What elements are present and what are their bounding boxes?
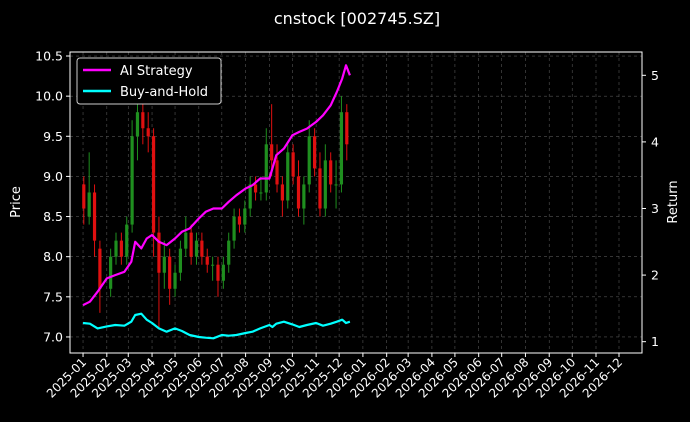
price-tick-label: 10.5 xyxy=(35,49,63,64)
candle-body xyxy=(286,152,290,201)
candle-body xyxy=(157,232,161,273)
candle-body xyxy=(334,184,338,186)
candle-body xyxy=(318,168,322,209)
candle-body xyxy=(135,112,140,137)
candle-body xyxy=(205,256,209,265)
y-axis-label-price: Price xyxy=(9,186,24,218)
candle-body xyxy=(253,184,258,193)
candle-body xyxy=(119,240,123,257)
strategy-lines xyxy=(82,64,351,340)
candle-body xyxy=(211,264,215,266)
candle-body xyxy=(296,176,301,209)
candle-body xyxy=(189,232,193,257)
candle-body xyxy=(141,112,145,129)
buy-and-hold-line xyxy=(82,312,351,340)
candle-body xyxy=(312,136,317,169)
candle-body xyxy=(248,184,252,209)
ai-strategy-line xyxy=(82,64,351,307)
legend-box xyxy=(76,57,222,105)
candle-body xyxy=(146,128,150,137)
candle-body xyxy=(237,216,242,225)
candle-body xyxy=(227,240,231,265)
candle-body xyxy=(339,112,344,185)
candle-body xyxy=(109,256,113,289)
candle-body xyxy=(270,144,274,161)
price-tick-label: 9.0 xyxy=(43,169,63,184)
price-tick-label: 7.0 xyxy=(43,329,63,344)
candle-body xyxy=(291,152,295,177)
candle-body xyxy=(168,256,172,289)
candle-body xyxy=(216,264,220,281)
return-tick-label: 3 xyxy=(651,201,659,216)
return-tick-label: 2 xyxy=(651,268,659,283)
price-tick-label: 9.5 xyxy=(43,129,63,144)
price-tick-label: 7.5 xyxy=(43,289,63,304)
candle-body xyxy=(275,160,279,185)
candle-body xyxy=(130,136,134,225)
return-tick-label: 4 xyxy=(651,134,659,149)
candle-body xyxy=(323,160,327,209)
candle-body xyxy=(151,136,156,233)
candle-body xyxy=(329,160,333,185)
legend-label-ai-strategy: AI Strategy xyxy=(120,64,193,79)
candle-body xyxy=(264,144,268,193)
legend-label-buy-and-hold: Buy-and-Hold xyxy=(120,85,208,100)
candle-body xyxy=(345,112,349,145)
candle-body xyxy=(178,248,183,273)
legend: AI Strategy Buy-and-Hold xyxy=(76,57,222,105)
candle-body xyxy=(184,232,188,249)
plot-frame xyxy=(69,51,643,354)
candle-body xyxy=(307,136,311,185)
candle-body xyxy=(221,264,225,281)
candle-body xyxy=(92,192,97,241)
y-axis-label-return: Return xyxy=(666,180,681,223)
candle-body xyxy=(173,272,177,289)
candle-body xyxy=(194,240,199,257)
price-tick-label: 8.0 xyxy=(43,249,63,264)
candle-body xyxy=(114,240,118,257)
candle-body xyxy=(125,224,129,257)
candle-body xyxy=(232,216,236,241)
price-tick-label: 8.5 xyxy=(43,209,63,224)
candle-body xyxy=(162,256,166,273)
candle-body xyxy=(82,184,86,209)
chart-title: cnstock [002745.SZ] xyxy=(274,9,440,28)
candlesticks xyxy=(82,72,349,329)
candle-body xyxy=(87,192,91,217)
candle-body xyxy=(243,208,247,225)
candle-body xyxy=(280,184,284,201)
return-tick-label: 1 xyxy=(651,334,659,349)
candle-body xyxy=(259,192,263,194)
candle-body xyxy=(302,184,306,209)
return-tick-label: 5 xyxy=(651,68,659,83)
candle-body xyxy=(200,240,204,257)
price-tick-label: 10.0 xyxy=(35,89,63,104)
candle-body xyxy=(98,248,102,289)
